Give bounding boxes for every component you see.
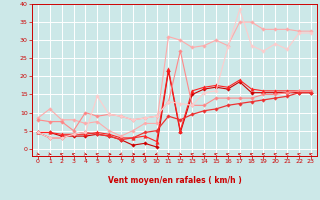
X-axis label: Vent moyen/en rafales ( km/h ): Vent moyen/en rafales ( km/h ): [108, 176, 241, 185]
